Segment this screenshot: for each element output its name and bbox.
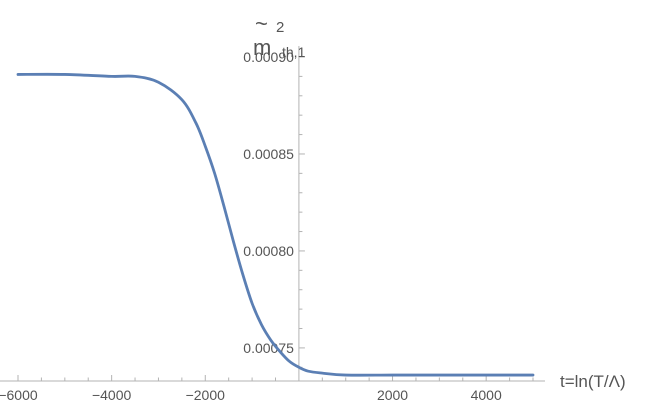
y-tick-label: 0.00085 <box>243 146 294 162</box>
y-axis-label-base: m <box>253 35 271 60</box>
y-axis-label: ~ m 2 th,1 <box>253 11 306 60</box>
x-tick-label: 4000 <box>471 387 502 403</box>
x-tick-label: −6000 <box>0 387 38 403</box>
y-axis-label-accent: ~ <box>255 11 268 36</box>
labels-layer: t=ln(T/Λ) ~ m 2 th,1 <box>253 11 626 391</box>
x-tick-label: −2000 <box>186 387 226 403</box>
series-line <box>16 72 535 377</box>
x-axis-label: t=ln(T/Λ) <box>560 372 626 391</box>
x-tick-label: −4000 <box>92 387 132 403</box>
series-layer <box>16 72 535 377</box>
axes: −6000 −4000 −2000 2000 4000 0.00075 0.00080 0.0… <box>0 46 545 403</box>
y-tick-label: 0.00080 <box>243 243 294 259</box>
y-tick-label: 0.00090 <box>243 49 294 65</box>
y-tick-label: 0.00075 <box>243 340 294 356</box>
y-axis-label-superscript: 2 <box>276 19 284 36</box>
x-tick-label: 2000 <box>377 387 408 403</box>
y-axis-label-subscript: th,1 <box>282 44 306 60</box>
